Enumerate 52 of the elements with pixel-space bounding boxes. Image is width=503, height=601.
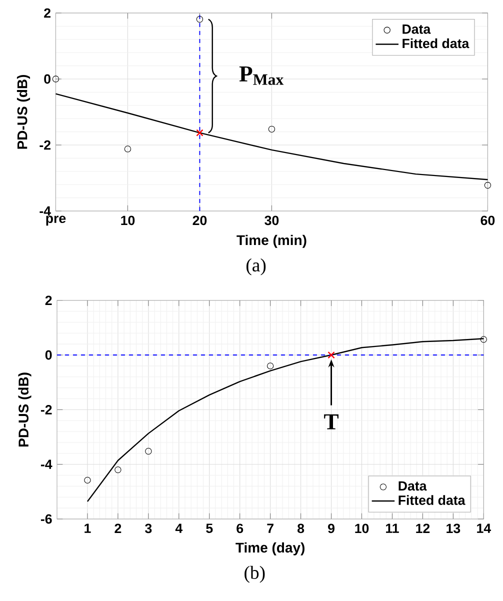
point bbox=[484, 182, 492, 189]
x-tick-label: 10 bbox=[121, 216, 135, 226]
x-tick-label: 1 bbox=[84, 524, 91, 533]
point bbox=[124, 146, 132, 152]
x-tick-label: 20 bbox=[192, 216, 207, 226]
x-tick-label: 3 bbox=[145, 524, 152, 534]
y-axis-title: PD-US (dB) bbox=[18, 372, 32, 446]
x-tick-label: 6 bbox=[236, 524, 244, 534]
x-tick-label: 7 bbox=[267, 524, 274, 533]
text: (a) bbox=[246, 258, 266, 276]
x-axis-title: Time (day) bbox=[236, 542, 304, 556]
y-tick-label: 2 bbox=[44, 8, 50, 18]
legend-label: Fitted data bbox=[398, 495, 466, 505]
y-tick-label: -4 bbox=[40, 460, 52, 469]
annotation: P$_{Max}$ bbox=[239, 66, 284, 85]
x-tick-label: 5 bbox=[206, 524, 213, 534]
legend-label: Fitted data bbox=[402, 38, 470, 48]
x-tick-label: 10 bbox=[355, 524, 369, 534]
y-tick-label: 2 bbox=[45, 296, 52, 305]
point bbox=[52, 76, 60, 82]
point bbox=[114, 466, 122, 474]
y-axis-title: PD-US (dB) bbox=[16, 75, 30, 149]
x-tick-label: 2 bbox=[114, 524, 122, 534]
x-tick-label: 9 bbox=[328, 524, 334, 534]
point bbox=[145, 448, 152, 455]
x-tick-label: 30 bbox=[264, 216, 279, 226]
point bbox=[266, 362, 274, 370]
legend-label: Data bbox=[398, 481, 427, 491]
annotation: T bbox=[324, 414, 339, 430]
x-tick-label: 4 bbox=[175, 524, 183, 533]
x-tick-label: 13 bbox=[446, 524, 460, 534]
point bbox=[84, 476, 91, 484]
legend-label: Data bbox=[402, 24, 431, 34]
x-tick-label: 8 bbox=[298, 524, 304, 534]
text: (b) bbox=[244, 566, 265, 583]
point bbox=[196, 16, 204, 23]
y-tick-label: 0 bbox=[45, 350, 52, 360]
x-axis-title: Time (min) bbox=[236, 234, 306, 248]
x-tick-label: 12 bbox=[416, 524, 430, 534]
y-tick-label: -2 bbox=[40, 405, 52, 414]
y-tick-label: 0 bbox=[44, 74, 50, 84]
point bbox=[196, 129, 204, 136]
y-tick-label: -4 bbox=[40, 206, 51, 216]
point bbox=[328, 351, 335, 359]
y-tick-label: -6 bbox=[40, 514, 52, 524]
x-tick-label: pre bbox=[46, 216, 66, 226]
point bbox=[268, 126, 276, 132]
x-tick-label: 60 bbox=[480, 216, 495, 226]
x-tick-label: 11 bbox=[386, 524, 399, 533]
point bbox=[480, 336, 487, 343]
y-tick-label: -2 bbox=[40, 140, 50, 150]
x-tick-label: 14 bbox=[477, 524, 491, 533]
